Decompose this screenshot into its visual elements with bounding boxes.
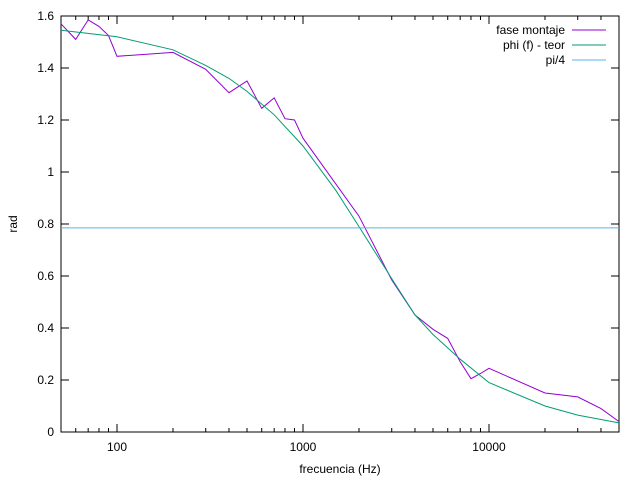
y-tick-label: 1.2 xyxy=(37,113,54,127)
legend-label-1: fase montaje xyxy=(496,23,565,37)
y-tick-label: 0.6 xyxy=(37,269,54,283)
y-tick-label: 1 xyxy=(47,165,54,179)
y-tick-label: 0 xyxy=(47,425,54,439)
y-tick-label: 0.4 xyxy=(37,321,54,335)
series-line-1 xyxy=(60,19,620,423)
series-group xyxy=(60,19,620,424)
y-tick-label: 0.2 xyxy=(37,373,54,387)
plot-frame xyxy=(60,15,620,433)
y-tick-label: 0.8 xyxy=(37,217,54,231)
x-tick-label: 10000 xyxy=(472,440,506,454)
y-axis-label: rad xyxy=(6,215,20,232)
axis-ticks: 0 0.2 0.4 0.6 0.8 1 1.2 1.4 1.6 100 1000 10000 xyxy=(37,9,620,454)
series-line-2 xyxy=(60,29,620,424)
legend-label-2: phi (f) - teor xyxy=(503,38,565,52)
y-tick-label: 1.6 xyxy=(37,9,54,23)
x-tick-label: 1000 xyxy=(290,440,317,454)
legend-label-3: pi/4 xyxy=(546,53,566,67)
x-axis-label: frecuencia (Hz) xyxy=(299,462,380,476)
y-tick-label: 1.4 xyxy=(37,61,54,75)
x-tick-label: 100 xyxy=(107,440,127,454)
